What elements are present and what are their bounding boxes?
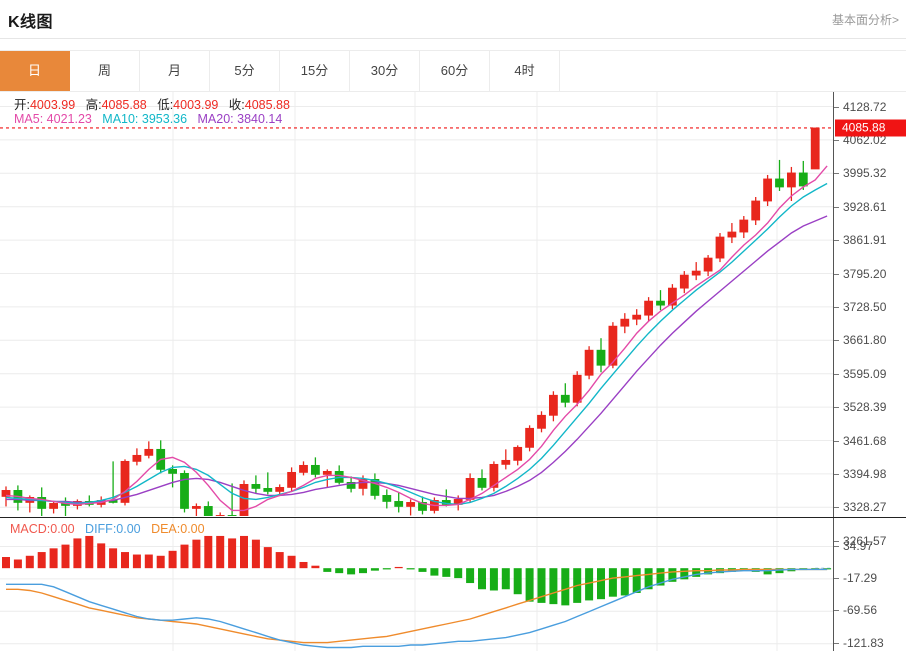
price-axis-label: 3661.80 (843, 333, 887, 348)
current-price-badge: 4085.88 (835, 119, 906, 137)
price-axis-tick (834, 273, 839, 275)
macd-axis-label: 34.97 (843, 538, 874, 553)
page-header: K线图 基本面分析> (0, 0, 906, 39)
macd-axis-tick (834, 545, 839, 547)
macd-axis-label: -121.83 (843, 635, 884, 650)
macd-svg (0, 518, 833, 651)
candlestick-svg (0, 92, 833, 516)
tab-0[interactable]: 日 (0, 51, 70, 91)
price-axis-tick (834, 173, 839, 175)
price-axis-tick (834, 206, 839, 208)
price-axis-label: 3795.20 (843, 266, 887, 281)
price-axis-tick (834, 306, 839, 308)
tab-6[interactable]: 60分 (420, 51, 490, 91)
tab-7[interactable]: 4时 (490, 51, 560, 91)
page-title: K线图 (8, 14, 54, 31)
price-axis-label: 3861.91 (843, 233, 887, 248)
price-axis-tick (834, 540, 839, 542)
macd-axis-tick (834, 610, 839, 612)
macd-axis-tick (834, 642, 839, 644)
price-axis-tick (834, 340, 839, 342)
macd-axis-label: -69.56 (843, 603, 878, 618)
price-axis-tick (834, 407, 839, 409)
price-axis-label: 4128.72 (843, 99, 887, 114)
timeframe-tabbar: 日周月 5分 15分 30分 60分 4时 (0, 50, 906, 92)
price-axis-tick (834, 440, 839, 442)
price-axis-label: 3995.32 (843, 166, 887, 181)
tabbar-filler (560, 51, 906, 91)
tab-2[interactable]: 月 (140, 51, 210, 91)
price-chart-panel[interactable]: 开:4003.99 高:4085.88 低:4003.99 收:4085.88 … (0, 92, 833, 516)
axis-divider (833, 517, 906, 518)
price-axis-label: 3394.98 (843, 466, 887, 481)
macd-axis-tick (834, 577, 839, 579)
price-axis-tick (834, 240, 839, 242)
price-axis-tick (834, 373, 839, 375)
fundamental-analysis-link[interactable]: 基本面分析> (831, 13, 899, 27)
tab-3[interactable]: 5分 (210, 51, 280, 91)
price-axis-label: 3261.57 (843, 533, 887, 548)
macd-chart-panel[interactable]: MACD:0.00 DIFF:0.00 DEA:0.00 (0, 517, 833, 652)
tab-4[interactable]: 15分 (280, 51, 350, 91)
price-axis-label: 3461.68 (843, 433, 887, 448)
price-axis-label: 3728.50 (843, 299, 887, 314)
chart-area: 开:4003.99 高:4085.88 低:4003.99 收:4085.88 … (0, 92, 906, 651)
price-axis-label: 3928.61 (843, 199, 887, 214)
macd-axis-label: -17.29 (843, 570, 878, 585)
price-axis-label: 3528.39 (843, 400, 887, 415)
tab-1[interactable]: 周 (70, 51, 140, 91)
price-axis-tick (834, 473, 839, 475)
tab-5[interactable]: 30分 (350, 51, 420, 91)
price-axis-label: 3328.27 (843, 500, 887, 515)
price-axis-tick (834, 106, 839, 108)
price-axis-label: 3595.09 (843, 366, 887, 381)
price-axis-tick (834, 507, 839, 509)
price-axis: 4128.72 4062.02 3995.32 3928.61 3861.91 3795.… (833, 92, 906, 651)
price-axis-tick (834, 139, 839, 141)
